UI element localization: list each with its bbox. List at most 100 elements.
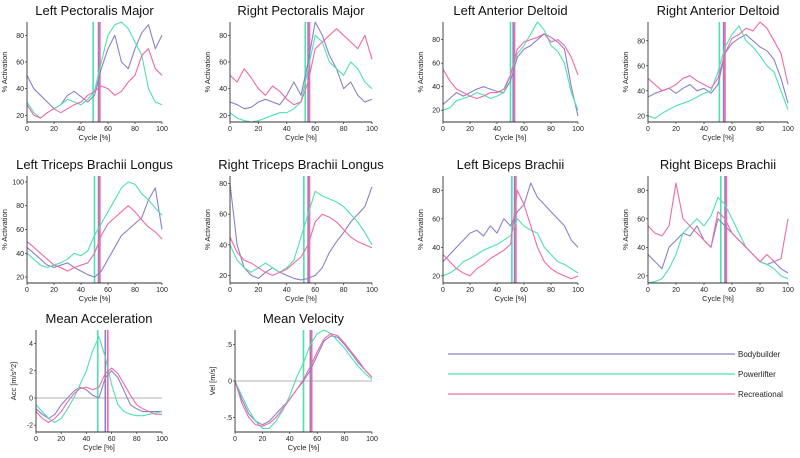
panel-right-pectoralis-major-xtick-label: 20: [255, 126, 263, 133]
panel-left-anterior-deltoid-ytick-label: 20: [432, 108, 440, 115]
panel-right-anterior-deltoid-series-bodybuilder: [647, 33, 789, 104]
legend-label-recreational: Recreational: [738, 390, 783, 399]
panel-left-anterior-deltoid-xtick-label: 40: [493, 126, 501, 133]
panel-left-pectoralis-major-xlabel: Cycle [%]: [79, 133, 111, 142]
panel-mean-velocity-xtick-label: 40: [286, 436, 294, 443]
panel-left-pectoralis-major-ylabel: % Activation: [0, 52, 9, 93]
panel-right-anterior-deltoid-xtick-label: 60: [728, 126, 736, 133]
panel-left-pectoralis-major-series-bodybuilder: [26, 24, 163, 110]
panel-left-triceps-brachii-longus-series-powerlifter: [26, 181, 163, 269]
panel-right-biceps-brachii-xtick-label: 80: [756, 287, 764, 294]
panel-right-triceps-brachii-longus-xtick-label: 60: [311, 287, 319, 294]
legend: Bodybuilder Powerlifter Recreational: [448, 350, 783, 399]
panel-right-pectoralis-major-xtick-label: 60: [311, 126, 319, 133]
panel-right-biceps-brachii-xtick-label: 0: [646, 287, 650, 294]
panel-left-triceps-brachii-longus-xtick-label: 20: [50, 287, 58, 294]
panel-right-anterior-deltoid-xtick-label: 20: [672, 126, 680, 133]
panel-right-anterior-deltoid-xlabel: Cycle [%]: [702, 133, 734, 142]
panel-right-triceps-brachii-longus-ytick-label: 20: [219, 273, 227, 280]
panel-right-pectoralis-major-xtick-label: 100: [366, 126, 378, 133]
panel-left-triceps-brachii-longus-ytick-label: 60: [16, 227, 24, 234]
panel-left-pectoralis-major-xtick-label: 0: [25, 126, 29, 133]
panel-left-pectoralis-major-title: Left Pectoralis Major: [35, 3, 154, 18]
panel-left-triceps-brachii-longus-xtick-label: 80: [131, 287, 139, 294]
panel-right-triceps-brachii-longus-xtick-label: 0: [228, 287, 232, 294]
panel-right-pectoralis-major-title: Right Pectoralis Major: [237, 3, 365, 18]
panel-right-anterior-deltoid-ytick-label: 20: [637, 113, 645, 120]
panel-right-anterior-deltoid-ylabel: % Activation: [621, 52, 630, 93]
panel-right-biceps-brachii-ytick-label: 20: [637, 273, 645, 280]
panel-left-anterior-deltoid-xtick-label: 80: [547, 126, 555, 133]
panel-mean-acceleration-xtick-label: 20: [57, 436, 65, 443]
panel-left-biceps-brachii-xtick-label: 20: [466, 287, 474, 294]
panel-right-anterior-deltoid-ytick-label: 80: [637, 38, 645, 45]
panel-right-pectoralis-major-series-bodybuilder: [229, 21, 373, 110]
panel-left-biceps-brachii-ytick-label: 80: [432, 188, 440, 195]
panel-right-biceps-brachii-title: Right Biceps Brachii: [660, 157, 776, 172]
panel-right-pectoralis-major-xlabel: Cycle [%]: [285, 133, 317, 142]
panel-right-pectoralis-major-ytick-label: 20: [219, 113, 227, 120]
panel-left-anterior-deltoid-ytick-label: 60: [432, 61, 440, 68]
panel-left-anterior-deltoid-xlabel: Cycle [%]: [495, 133, 527, 142]
panel-right-anterior-deltoid-xtick-label: 0: [646, 126, 650, 133]
panel-right-anterior-deltoid-xtick-label: 100: [782, 126, 794, 133]
panel-right-biceps-brachii-xlabel: Cycle [%]: [702, 294, 734, 303]
panel-right-biceps-brachii-ytick-label: 80: [637, 188, 645, 195]
panel-left-triceps-brachii-longus-ylabel: % Activation: [0, 209, 9, 250]
panel-right-triceps-brachii-longus-series-powerlifter: [229, 190, 373, 273]
panel-left-triceps-brachii-longus-ytick-label: 20: [16, 275, 24, 282]
panel-right-biceps-brachii-xtick-label: 40: [700, 287, 708, 294]
panel-mean-acceleration-ytick-label: 0: [29, 396, 33, 403]
panel-mean-acceleration-title: Mean Acceleration: [46, 311, 153, 326]
panel-mean-velocity-xtick-label: 100: [366, 436, 378, 443]
panel-left-biceps-brachii-xtick-label: 60: [520, 287, 528, 294]
panel-left-pectoralis-major-ytick-label: 40: [16, 86, 24, 93]
panel-left-triceps-brachii-longus-ytick-label: 80: [16, 203, 24, 210]
panel-mean-velocity: Mean Velocity 0 20 40 60 80 100 -.5 0 .5 Cycle [%]…: [208, 311, 378, 452]
panel-mean-acceleration-xlabel: Cycle [%]: [83, 443, 115, 452]
panel-left-triceps-brachii-longus-xtick-label: 0: [25, 287, 29, 294]
panel-left-pectoralis-major-ytick-label: 60: [16, 60, 24, 67]
panel-mean-velocity-ytick-label: 0: [228, 379, 232, 386]
panel-right-triceps-brachii-longus-xtick-label: 80: [340, 287, 348, 294]
panel-left-pectoralis-major-xtick-label: 20: [50, 126, 58, 133]
panel-mean-acceleration-ytick-label: 2: [29, 368, 33, 375]
panel-right-pectoralis-major-xtick-label: 40: [283, 126, 291, 133]
panel-left-biceps-brachii-series-powerlifter: [442, 218, 579, 277]
panel-right-biceps-brachii-ytick-label: 40: [637, 245, 645, 252]
panel-left-biceps-brachii-ylabel: % Activation: [416, 209, 425, 250]
panel-left-triceps-brachii-longus-xtick-label: 40: [77, 287, 85, 294]
panel-mean-velocity-xtick-label: 80: [341, 436, 349, 443]
panel-mean-velocity-title: Mean Velocity: [263, 311, 344, 326]
panel-right-pectoralis-major-xtick-label: 80: [340, 126, 348, 133]
panel-left-biceps-brachii-xlabel: Cycle [%]: [495, 294, 527, 303]
panel-left-anterior-deltoid-title: Left Anterior Deltoid: [453, 3, 567, 18]
panel-right-triceps-brachii-longus-title: Right Triceps Brachii Longus: [218, 157, 384, 172]
panel-left-anterior-deltoid-ytick-label: 40: [432, 84, 440, 91]
panel-left-triceps-brachii-longus-series-recreational: [26, 205, 163, 272]
panel-left-anterior-deltoid-xtick-label: 100: [572, 126, 584, 133]
panel-right-pectoralis-major-ytick-label: 60: [219, 60, 227, 67]
legend-label-bodybuilder: Bodybuilder: [738, 350, 781, 359]
panel-mean-velocity-xlabel: Cycle [%]: [288, 443, 320, 452]
panel-right-pectoralis-major-series-recreational: [229, 28, 373, 106]
panel-left-triceps-brachii-longus-xlabel: Cycle [%]: [79, 294, 111, 303]
panel-left-pectoralis-major-series-powerlifter: [26, 21, 163, 119]
panel-left-biceps-brachii-series-recreational: [442, 189, 579, 280]
panel-left-biceps-brachii-ytick-label: 20: [432, 273, 440, 280]
panel-left-pectoralis-major-xtick-label: 100: [156, 126, 168, 133]
panel-mean-velocity-ytick-label: -.5: [224, 415, 232, 422]
panel-right-triceps-brachii-longus-series-recreational: [229, 213, 373, 276]
panel-right-anterior-deltoid-series-powerlifter: [647, 25, 789, 119]
panel-right-biceps-brachii-series-powerlifter: [647, 196, 789, 284]
panel-left-biceps-brachii-xtick-label: 40: [493, 287, 501, 294]
panel-right-biceps-brachii-ylabel: % Activation: [621, 209, 630, 250]
panel-right-biceps-brachii-xtick-label: 100: [782, 287, 794, 294]
panel-mean-acceleration-xtick-label: 60: [108, 436, 116, 443]
panel-left-pectoralis-major-xtick-label: 40: [77, 126, 85, 133]
panel-mean-velocity-xtick-label: 0: [233, 436, 237, 443]
